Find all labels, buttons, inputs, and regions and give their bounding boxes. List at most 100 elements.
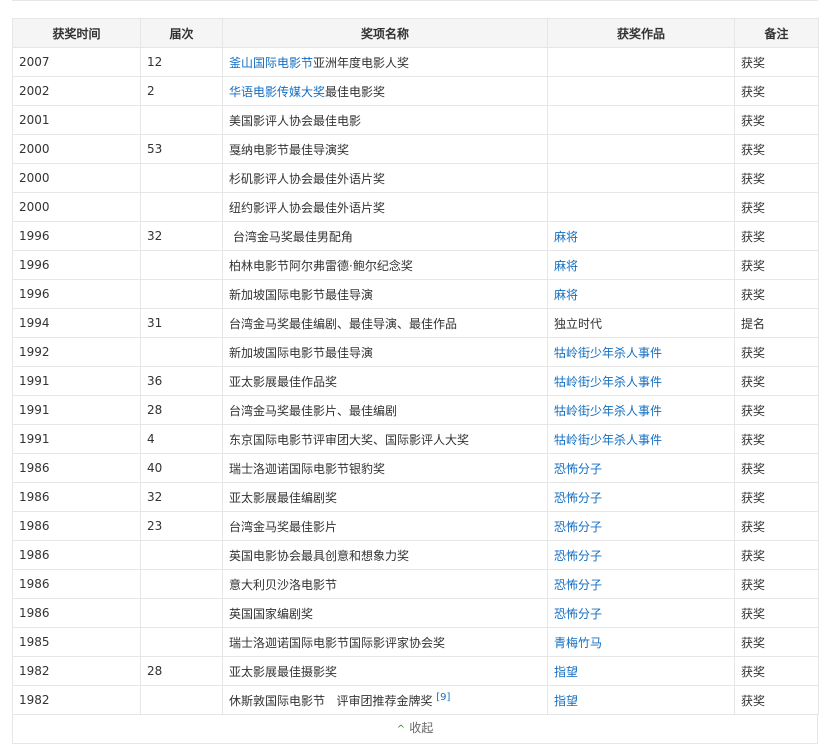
cell-note: 获奖 xyxy=(734,366,819,396)
award-name: 瑞士洛迦诺国际电影节银豹奖 xyxy=(229,461,386,476)
cell-note: 获奖 xyxy=(734,279,819,309)
cell-note: 获奖 xyxy=(734,47,819,77)
award-name: 英国国家编剧奖 xyxy=(229,606,314,621)
cell-session xyxy=(140,192,223,222)
table-row: 1985 瑞士洛迦诺国际电影节国际影评家协会奖 青梅竹马 获奖 xyxy=(12,627,819,657)
award-name: 亚太影展最佳摄影奖 xyxy=(229,664,338,679)
cell-year: 1992 xyxy=(12,337,141,367)
cell-work: 牯岭街少年杀人事件 xyxy=(547,337,735,367)
award-link[interactable]: 华语电影传媒大奖 xyxy=(229,84,326,99)
cell-session: 4 xyxy=(140,424,223,454)
award-name: 美国影评人协会最佳电影 xyxy=(229,113,362,128)
cell-session xyxy=(140,685,223,715)
table-row: 2002 2 华语电影传媒大奖最佳电影奖 获奖 xyxy=(12,76,819,106)
work-link[interactable]: 牯岭街少年杀人事件 xyxy=(554,345,663,360)
table-row: 1992 新加坡国际电影节最佳导演 牯岭街少年杀人事件 获奖 xyxy=(12,337,819,367)
work-link[interactable]: 麻将 xyxy=(554,287,579,302)
cell-session xyxy=(140,337,223,367)
cell-work xyxy=(547,105,735,135)
cell-year: 1986 xyxy=(12,511,141,541)
award-name: 意大利贝沙洛电影节 xyxy=(229,577,338,592)
work-link[interactable]: 牯岭街少年杀人事件 xyxy=(554,432,663,447)
cell-year: 1996 xyxy=(12,221,141,251)
table-row: 1991 28 台湾金马奖最佳影片、最佳编剧 牯岭街少年杀人事件 获奖 xyxy=(12,395,819,425)
collapse-button[interactable]: ^ 收起 xyxy=(12,714,818,744)
award-link[interactable]: 釜山国际电影节 xyxy=(229,55,314,70)
cell-note: 获奖 xyxy=(734,424,819,454)
cell-work: 恐怖分子 xyxy=(547,569,735,599)
cell-work xyxy=(547,76,735,106)
cell-year: 2000 xyxy=(12,134,141,164)
cell-note: 获奖 xyxy=(734,337,819,367)
cell-award: 瑞士洛迦诺国际电影节银豹奖 xyxy=(222,453,548,483)
cell-note: 获奖 xyxy=(734,105,819,135)
work-link[interactable]: 麻将 xyxy=(554,258,579,273)
cell-award: 釜山国际电影节亚洲年度电影人奖 xyxy=(222,47,548,77)
work-link[interactable]: 恐怖分子 xyxy=(554,490,603,505)
cell-session: 31 xyxy=(140,308,223,338)
cell-work xyxy=(547,163,735,193)
cell-work: 恐怖分子 xyxy=(547,482,735,512)
award-name: 亚太影展最佳编剧奖 xyxy=(229,490,338,505)
table-row: 1982 28 亚太影展最佳摄影奖 指望 获奖 xyxy=(12,656,819,686)
cell-work: 牯岭街少年杀人事件 xyxy=(547,395,735,425)
table-row: 2000 杉矶影评人协会最佳外语片奖 获奖 xyxy=(12,163,819,193)
work-link[interactable]: 牯岭街少年杀人事件 xyxy=(554,374,663,389)
work-link[interactable]: 恐怖分子 xyxy=(554,461,603,476)
table-row: 1986 意大利贝沙洛电影节 恐怖分子 获奖 xyxy=(12,569,819,599)
award-name: 新加坡国际电影节最佳导演 xyxy=(229,287,374,302)
work-link[interactable]: 麻将 xyxy=(554,229,579,244)
cell-note: 获奖 xyxy=(734,134,819,164)
header-work: 获奖作品 xyxy=(547,18,735,48)
reference-link[interactable]: [9] xyxy=(436,691,451,703)
work-link[interactable]: 青梅竹马 xyxy=(554,635,603,650)
cell-year: 1982 xyxy=(12,685,141,715)
work-link[interactable]: 恐怖分子 xyxy=(554,548,603,563)
cell-work: 恐怖分子 xyxy=(547,453,735,483)
cell-note: 获奖 xyxy=(734,598,819,628)
cell-work: 指望 xyxy=(547,656,735,686)
cell-year: 2007 xyxy=(12,47,141,77)
cell-work: 指望 xyxy=(547,685,735,715)
cell-year: 2000 xyxy=(12,192,141,222)
cell-note: 获奖 xyxy=(734,656,819,686)
work-link[interactable]: 恐怖分子 xyxy=(554,577,603,592)
award-name: 休斯敦国际电影节 评审团推荐金牌奖 xyxy=(229,693,437,708)
cell-work xyxy=(547,47,735,77)
work-link[interactable]: 指望 xyxy=(554,693,579,708)
award-name: 纽约影评人协会最佳外语片奖 xyxy=(229,200,386,215)
cell-award: 台湾金马奖最佳编剧、最佳导演、最佳作品 xyxy=(222,308,548,338)
cell-work: 麻将 xyxy=(547,221,735,251)
table-row: 1994 31 台湾金马奖最佳编剧、最佳导演、最佳作品 独立时代 提名 xyxy=(12,308,819,338)
table-row: 1982 休斯敦国际电影节 评审团推荐金牌奖 [9] 指望 获奖 xyxy=(12,685,819,715)
cell-year: 1986 xyxy=(12,569,141,599)
cell-year: 1986 xyxy=(12,540,141,570)
cell-award: 台湾金马奖最佳影片 xyxy=(222,511,548,541)
table-row: 2001 美国影评人协会最佳电影 获奖 xyxy=(12,105,819,135)
cell-work: 恐怖分子 xyxy=(547,540,735,570)
award-name: 柏林电影节阿尔弗雷德·鲍尔纪念奖 xyxy=(229,258,413,273)
cell-year: 2002 xyxy=(12,76,141,106)
award-name: 英国电影协会最具创意和想象力奖 xyxy=(229,548,410,563)
cell-session xyxy=(140,540,223,570)
cell-note: 获奖 xyxy=(734,221,819,251)
work-link[interactable]: 牯岭街少年杀人事件 xyxy=(554,403,663,418)
cell-year: 1991 xyxy=(12,395,141,425)
cell-session: 53 xyxy=(140,134,223,164)
work-link[interactable]: 恐怖分子 xyxy=(554,606,603,621)
cell-award: 亚太影展最佳摄影奖 xyxy=(222,656,548,686)
cell-work: 牯岭街少年杀人事件 xyxy=(547,424,735,454)
award-name: 台湾金马奖最佳影片、最佳编剧 xyxy=(229,403,398,418)
cell-year: 1986 xyxy=(12,482,141,512)
cell-year: 1996 xyxy=(12,279,141,309)
cell-note: 获奖 xyxy=(734,627,819,657)
award-name: 东京国际电影节评审团大奖、国际影评人大奖 xyxy=(229,432,470,447)
cell-award: 新加坡国际电影节最佳导演 xyxy=(222,279,548,309)
cell-note: 获奖 xyxy=(734,163,819,193)
work-link[interactable]: 恐怖分子 xyxy=(554,519,603,534)
cell-award: 瑞士洛迦诺国际电影节国际影评家协会奖 xyxy=(222,627,548,657)
cell-year: 1996 xyxy=(12,250,141,280)
cell-session: 32 xyxy=(140,482,223,512)
cell-year: 1986 xyxy=(12,598,141,628)
work-link[interactable]: 指望 xyxy=(554,664,579,679)
